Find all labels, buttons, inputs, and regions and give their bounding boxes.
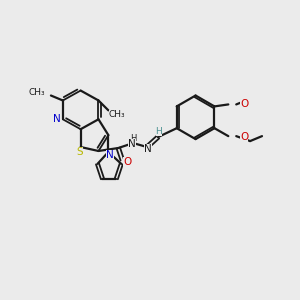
Text: N: N [144,144,152,154]
Text: CH₃: CH₃ [29,88,45,97]
Text: N: N [128,139,136,149]
Text: CH₃: CH₃ [109,110,126,119]
Text: O: O [123,157,131,167]
Text: H: H [130,134,136,142]
Text: S: S [76,147,83,157]
Text: N: N [106,150,114,160]
Text: O: O [240,99,248,110]
Text: N: N [53,114,61,124]
Text: O: O [240,132,248,142]
Text: H: H [155,127,162,136]
